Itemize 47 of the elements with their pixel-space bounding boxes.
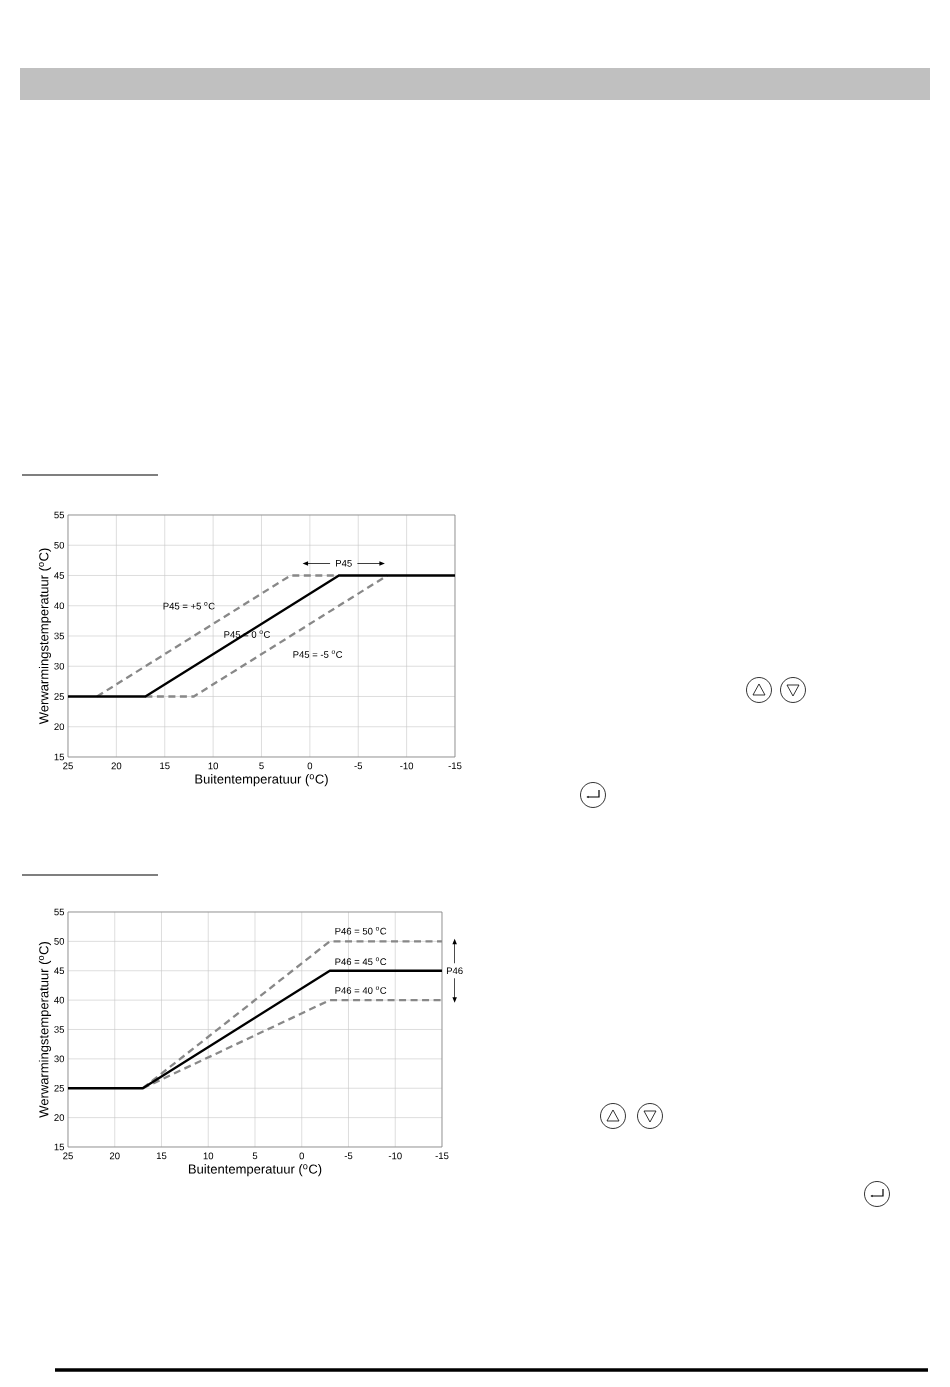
x-tick-label: -15	[435, 1152, 449, 1160]
x-tick-label: -5	[344, 1152, 353, 1160]
x-tick-label: 0	[299, 1152, 305, 1160]
x-tick-label: -15	[448, 762, 462, 770]
x-tick-label: 20	[109, 1152, 120, 1160]
y-tick-label: 20	[54, 723, 65, 731]
x-tick-label: -10	[388, 1152, 402, 1160]
x-tick-label: 5	[259, 762, 264, 770]
y-tick-label: 45	[54, 572, 65, 579]
x-tick-label: 15	[160, 762, 170, 770]
y-axis-title: Werwarmingstemperatuur ($^{o}$C)	[38, 548, 52, 725]
y-tick-label: 35	[54, 1026, 65, 1033]
y-tick-label: 25	[54, 1084, 65, 1092]
x-tick-label: 10	[203, 1152, 214, 1160]
y-tick-label: 50	[54, 938, 65, 945]
y-tick-label: 40	[54, 996, 65, 1004]
x-tick-label: 5	[252, 1152, 258, 1160]
text: P46	[446, 967, 463, 975]
annotation: P46 = 50 $^{o}$C	[335, 927, 387, 935]
y-tick-label: 15	[54, 753, 65, 761]
x-tick-label: -10	[400, 762, 414, 770]
y-tick-label: 55	[54, 511, 65, 519]
y-tick-label: 50	[54, 541, 65, 549]
x-tick-label: -5	[354, 762, 363, 770]
x-tick-label: 25	[63, 1152, 73, 1160]
x-tick-label: 20	[111, 762, 122, 770]
annotation: P45	[336, 560, 352, 567]
y-tick-label: 55	[54, 908, 65, 916]
y-tick-label: 30	[54, 1055, 65, 1063]
x-axis-title: Buitentemperatuur ($^{o}$C)	[188, 1164, 322, 1177]
x-tick-label: 0	[307, 762, 313, 770]
x-tick-label: 15	[156, 1152, 167, 1160]
x-tick-label: 10	[208, 762, 219, 770]
y-tick-label: 40	[54, 602, 65, 610]
y-tick-label: 35	[54, 632, 65, 640]
y-axis-title: Werwarmingstemperatuur ($^{o}$C)	[38, 942, 52, 1118]
y-tick-label: 30	[54, 662, 65, 670]
x-axis-title: Buitentemperatuur ($^{o}$C)	[195, 774, 328, 787]
annotation: P45 = -5 $^{o}$C	[293, 650, 343, 658]
y-tick-label: 20	[54, 1114, 65, 1121]
annotation: P46 = 40 $^{o}$C	[335, 986, 387, 994]
y-tick-label: 15	[54, 1143, 65, 1151]
annotation: P45 = +5 $^{o}$C	[163, 602, 215, 610]
x-tick-label: 25	[63, 762, 73, 770]
y-tick-label: 25	[54, 693, 65, 700]
y-tick-label: 45	[54, 967, 65, 975]
annotation: P46 = 45 $^{o}$C	[335, 957, 387, 966]
